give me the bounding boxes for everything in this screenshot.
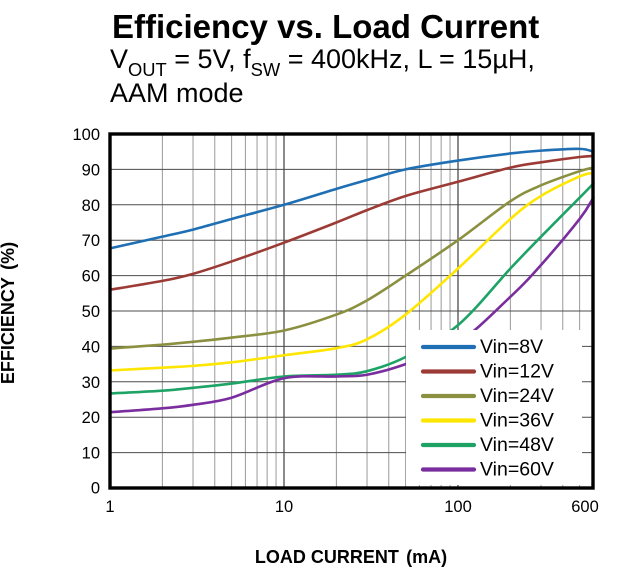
svg-text:EFFICIENCY (%): EFFICIENCY (%)	[0, 242, 18, 384]
svg-text:50: 50	[82, 303, 100, 321]
svg-text:10: 10	[82, 445, 100, 463]
svg-text:40: 40	[82, 338, 100, 356]
svg-text:Vin=36V: Vin=36V	[480, 410, 554, 432]
svg-text:90: 90	[82, 161, 100, 179]
svg-text:10: 10	[275, 498, 293, 516]
svg-text:1: 1	[105, 498, 114, 516]
svg-text:Vin=8V: Vin=8V	[480, 336, 543, 358]
svg-text:LOAD CURRENT (mA): LOAD CURRENT (mA)	[255, 547, 447, 567]
svg-text:Vin=12V: Vin=12V	[480, 361, 554, 383]
svg-text:Vin=48V: Vin=48V	[480, 434, 554, 456]
svg-text:Vin=60V: Vin=60V	[480, 459, 554, 481]
svg-text:100: 100	[72, 126, 100, 144]
svg-text:80: 80	[82, 197, 100, 215]
svg-text:Vin=24V: Vin=24V	[480, 385, 554, 407]
svg-text:100: 100	[444, 498, 472, 516]
svg-text:60: 60	[82, 268, 100, 286]
svg-text:600: 600	[571, 498, 599, 516]
svg-text:70: 70	[82, 232, 100, 250]
svg-text:30: 30	[82, 374, 100, 392]
svg-text:20: 20	[82, 409, 100, 427]
svg-text:0: 0	[91, 480, 100, 498]
